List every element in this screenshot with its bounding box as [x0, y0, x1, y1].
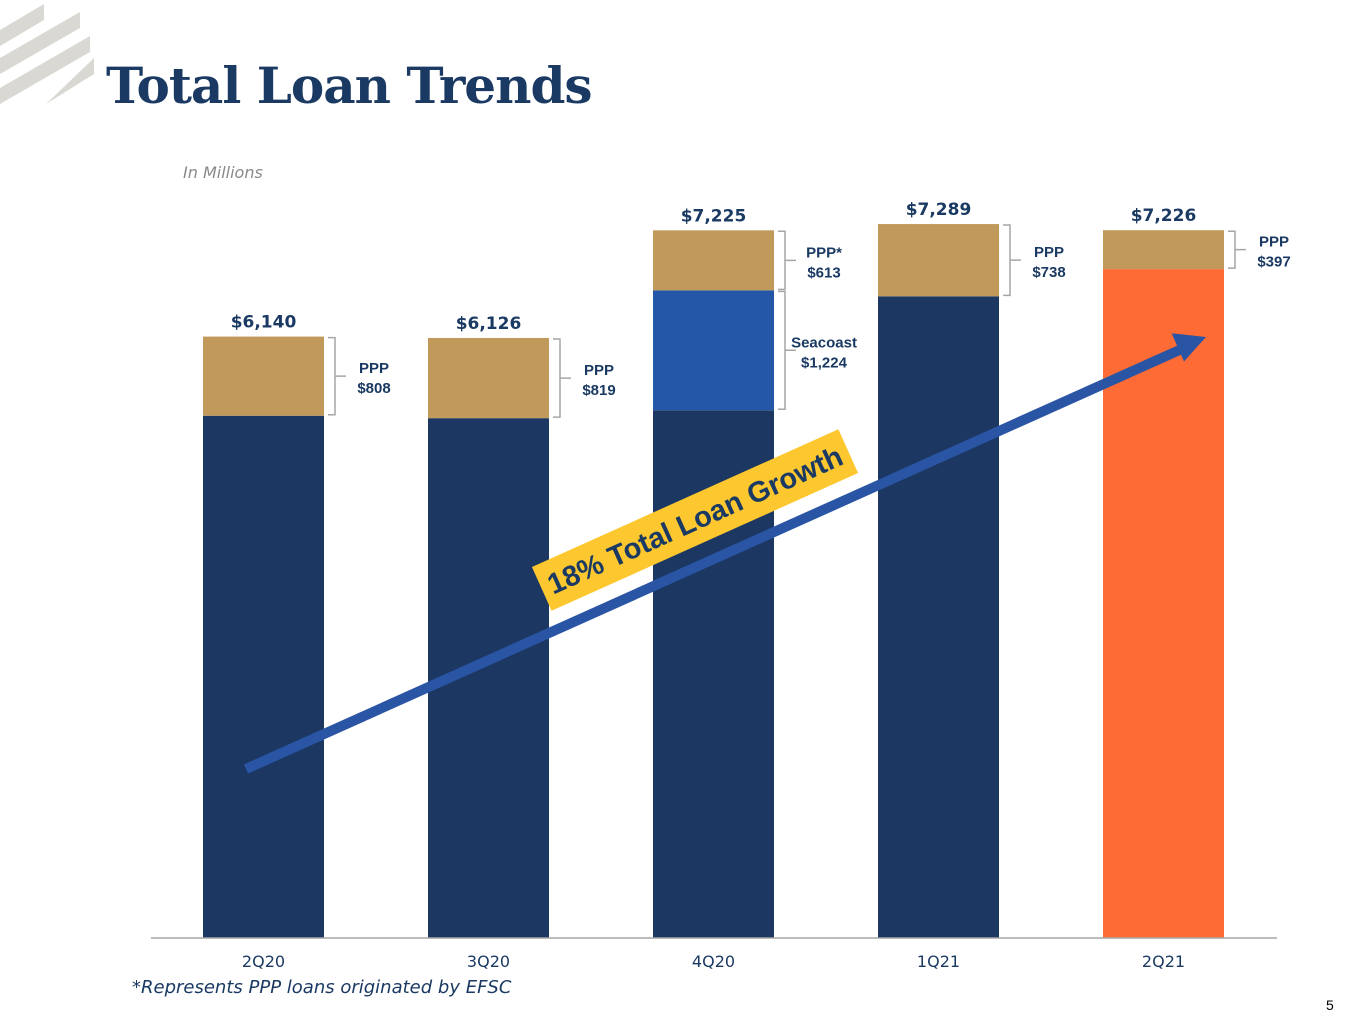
- annotation-label: PPP: [1034, 244, 1064, 261]
- bar-core-2q20: [203, 415, 324, 938]
- growth-callout-banner: [531, 429, 859, 611]
- annotation-bracket: [328, 336, 346, 416]
- bar-ppp-2q20: [203, 336, 324, 416]
- annotation-label: $397: [1257, 254, 1290, 271]
- annotation-label: $613: [807, 264, 840, 281]
- bar-core-2q21: [1103, 269, 1224, 938]
- bars-group: [203, 224, 1224, 939]
- total-label-1q21: $7,289: [906, 200, 972, 220]
- bar-ppp-4q20: [653, 230, 774, 291]
- bar-ppp-3q20: [428, 337, 549, 419]
- company-logo: [0, 4, 94, 104]
- bar-ppp-1q21: [878, 224, 999, 297]
- x-tick-2q21: 2Q21: [1142, 952, 1185, 971]
- x-tick-2q20: 2Q20: [242, 952, 285, 971]
- page-number: 5: [1326, 997, 1334, 1013]
- annotation-label: $819: [582, 382, 615, 399]
- x-tick-1q21: 1Q21: [917, 952, 960, 971]
- units-label: In Millions: [183, 163, 263, 182]
- x-tick-4q20: 4Q20: [692, 952, 735, 971]
- total-labels: $6,140 $6,126 $7,225 $7,289 $7,226: [231, 200, 1197, 334]
- total-label-4q20: $7,225: [681, 206, 747, 226]
- annotation-bracket: [1228, 230, 1246, 269]
- annotations-group: PPP $808 PPP $819 PPP* $613 Seacoast $1,224 PPP $…: [328, 224, 1291, 418]
- growth-arrow-head: [1171, 333, 1206, 362]
- total-label-2q20: $6,140: [231, 313, 297, 333]
- bar-ppp-2q21: [1103, 230, 1224, 270]
- total-label-2q21: $7,226: [1131, 206, 1197, 226]
- bar-core-1q21: [878, 296, 999, 938]
- growth-arrow-shaft: [243, 343, 1187, 774]
- annotation-label: PPP*: [806, 244, 842, 261]
- annotation-bracket: [778, 230, 796, 291]
- annotation-label: PPP: [584, 362, 614, 379]
- x-tick-labels: 2Q20 3Q20 4Q20 1Q21 2Q21: [242, 952, 1185, 971]
- total-label-3q20: $6,126: [456, 314, 522, 334]
- annotation-bracket: [553, 338, 571, 418]
- annotation-bracket: [1003, 224, 1021, 297]
- x-tick-3q20: 3Q20: [467, 952, 510, 971]
- annotation-label: $738: [1032, 264, 1065, 281]
- footnote: *Represents PPP loans originated by EFSC: [132, 977, 512, 998]
- growth-arrow: [243, 333, 1206, 774]
- bar-seacoast-4q20: [653, 290, 774, 411]
- annotation-label: PPP: [359, 360, 389, 377]
- annotation-label: PPP: [1259, 234, 1289, 251]
- annotation-label: $808: [357, 380, 390, 397]
- annotation-label: Seacoast: [791, 334, 857, 351]
- annotation-bracket: [778, 290, 796, 410]
- annotation-label: $1,224: [801, 354, 848, 371]
- page-title: Total Loan Trends: [106, 56, 593, 115]
